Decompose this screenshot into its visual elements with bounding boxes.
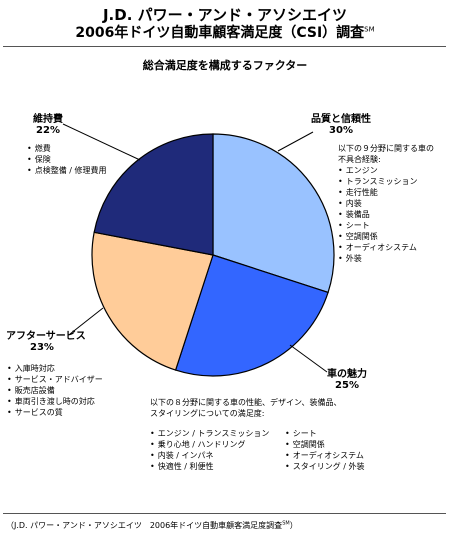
source-footer: （J.D. パワー・アンド・アソシエイツ 2006年ドイツ自動車顧客満足度調査S… — [6, 520, 298, 531]
leader-line-appeal — [289, 344, 328, 373]
list-item: スタイリング / 外装 — [285, 461, 365, 472]
list-item: 販売店設備 — [7, 385, 103, 396]
top-divider — [3, 46, 446, 47]
slice-label-quality: 品質と信頼性 30% — [311, 110, 371, 136]
list-item: サービスの質 — [7, 407, 103, 418]
quality-intro-line-1: 以下の９分野に関する車の — [338, 144, 434, 153]
list-item: シート — [285, 428, 365, 439]
list-item: 内装 — [338, 198, 434, 209]
leader-line-service — [69, 307, 104, 335]
footer-service-mark: SM — [282, 520, 290, 527]
service-mark: SM — [364, 25, 375, 34]
pie-slice-cost — [93, 133, 214, 256]
list-item: 装備品 — [338, 209, 434, 220]
list-item: エンジン — [338, 165, 434, 176]
slice-label-appeal: 車の魅力 25% — [327, 365, 367, 391]
cost-percent: 22% — [36, 125, 60, 136]
service-details: 入庫時対応 サービス・アドバイザー 販売店設備 車両引き渡し時の対応 サービスの… — [7, 363, 103, 418]
cost-name: 維持費 — [33, 114, 63, 125]
appeal-percent: 25% — [335, 380, 359, 391]
pie-slices — [91, 133, 335, 377]
list-item: トランスミッション — [338, 176, 434, 187]
list-item: 空調関係 — [338, 231, 434, 242]
quality-details: 以下の９分野に関する車の 不具合経験: エンジン トランスミッション 走行性能 … — [338, 143, 434, 264]
appeal-item-columns: エンジン / トランスミッション 乗り心地 / ハンドリング 内装 / インパネ… — [150, 428, 440, 472]
appeal-intro-line-2: スタイリングについての満足度: — [150, 409, 265, 418]
list-item: 快適性 / 利便性 — [150, 461, 285, 472]
list-item: 入庫時対応 — [7, 363, 103, 374]
footer-close: ） — [289, 521, 298, 530]
chart-title: 総合満足度を構成するファクター — [142, 59, 308, 72]
pie-slice-quality — [212, 133, 335, 294]
list-item: サービス・アドバイザー — [7, 374, 103, 385]
cost-items: 燃費 保険 点検整備 / 修理費用 — [27, 143, 107, 176]
slice-label-service: アフターサービス 23% — [6, 327, 86, 353]
service-percent: 23% — [30, 342, 54, 353]
survey-title-text: 2006年ドイツ自動車顧客満足度（CSI）調査 — [75, 25, 365, 41]
list-item: 点検整備 / 修理費用 — [27, 165, 107, 176]
list-item: 内装 / インパネ — [150, 450, 285, 461]
appeal-items-left: エンジン / トランスミッション 乗り心地 / ハンドリング 内装 / インパネ… — [150, 428, 285, 472]
appeal-details: 以下の８分野に関する車の性能、デザイン、装備品、 スタイリングについての満足度:… — [150, 397, 440, 472]
list-item: 保険 — [27, 154, 107, 165]
list-item: エンジン / トランスミッション — [150, 428, 285, 439]
appeal-name: 車の魅力 — [327, 369, 367, 380]
report-company-title: J.D. パワー・アンド・アソシエイツ — [102, 6, 348, 24]
leader-line-cost — [62, 123, 141, 161]
list-item: 外装 — [338, 253, 434, 264]
cost-details: 燃費 保険 点検整備 / 修理費用 — [27, 143, 107, 176]
list-item: オーディオシステム — [338, 242, 434, 253]
list-item: 走行性能 — [338, 187, 434, 198]
list-item: シート — [338, 220, 434, 231]
list-item: 乗り心地 / ハンドリング — [150, 439, 285, 450]
report-survey-title: 2006年ドイツ自動車顧客満足度（CSI）調査SM — [0, 22, 450, 42]
appeal-items-right: シート 空調関係 オーディオシステム スタイリング / 外装 — [285, 428, 365, 472]
list-item: 車両引き渡し時の対応 — [7, 396, 103, 407]
pie-slice-appeal — [174, 254, 329, 377]
slice-label-cost: 維持費 22% — [33, 110, 63, 136]
quality-percent: 30% — [329, 125, 353, 136]
appeal-intro-line-1: 以下の８分野に関する車の性能、デザイン、装備品、 — [150, 398, 342, 407]
quality-intro-line-2: 不具合経験: — [338, 155, 381, 164]
list-item: 燃費 — [27, 143, 107, 154]
pie-slice-service — [91, 231, 214, 371]
bottom-divider — [3, 513, 446, 514]
list-item: オーディオシステム — [285, 450, 365, 461]
quality-items: エンジン トランスミッション 走行性能 内装 装備品 シート 空調関係 オーディ… — [338, 165, 434, 264]
quality-name: 品質と信頼性 — [311, 114, 371, 125]
service-name: アフターサービス — [6, 331, 86, 342]
service-items: 入庫時対応 サービス・アドバイザー 販売店設備 車両引き渡し時の対応 サービスの… — [7, 363, 103, 418]
leader-line-quality — [277, 131, 314, 152]
leader-lines — [62, 123, 328, 373]
list-item: 空調関係 — [285, 439, 365, 450]
footer-text: （J.D. パワー・アンド・アソシエイツ 2006年ドイツ自動車顧客満足度調査 — [6, 521, 283, 530]
